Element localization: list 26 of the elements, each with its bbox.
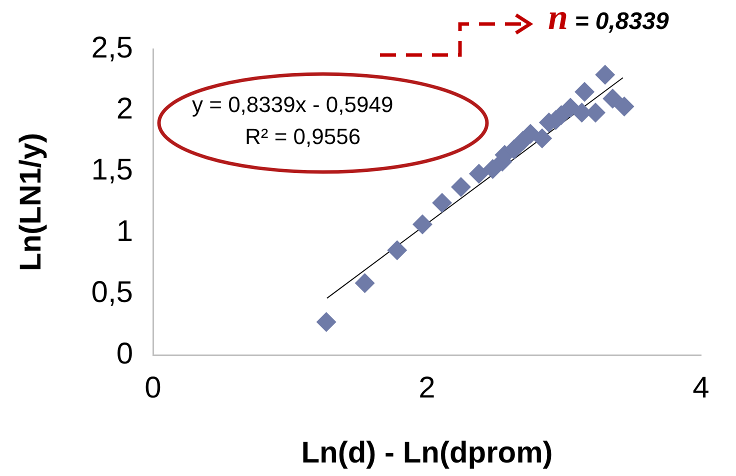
point xyxy=(574,82,595,102)
point xyxy=(432,192,452,213)
point xyxy=(354,273,375,294)
point xyxy=(532,128,552,148)
y-tick-label: 2 xyxy=(116,92,133,126)
point xyxy=(595,64,616,85)
annotation: R² = 0,9556 xyxy=(245,124,361,150)
y-tick-label: 1 xyxy=(116,214,133,248)
point xyxy=(450,176,471,197)
y-tick-label: 0,5 xyxy=(91,276,133,310)
point xyxy=(602,88,623,109)
annotation: y = 0,8339x - 0,5949 xyxy=(192,92,394,118)
point xyxy=(468,164,489,184)
y-tick-label: 1,5 xyxy=(91,154,133,187)
y-axis-title: Ln(LN1/y) xyxy=(14,132,48,272)
x-axis-title: Ln(d) - Ln(dprom) xyxy=(301,436,553,470)
point xyxy=(412,214,432,234)
text: n = 0,8339 xyxy=(548,0,669,37)
point xyxy=(316,312,336,332)
y-tick-label: 2,5 xyxy=(91,31,133,64)
x-tick-label: 2 xyxy=(418,371,436,404)
x-tick-label: 0 xyxy=(144,371,162,404)
x-tick-label: 4 xyxy=(692,371,710,404)
point xyxy=(614,96,634,117)
y-tick-label: 0 xyxy=(116,337,133,370)
point xyxy=(387,240,408,260)
